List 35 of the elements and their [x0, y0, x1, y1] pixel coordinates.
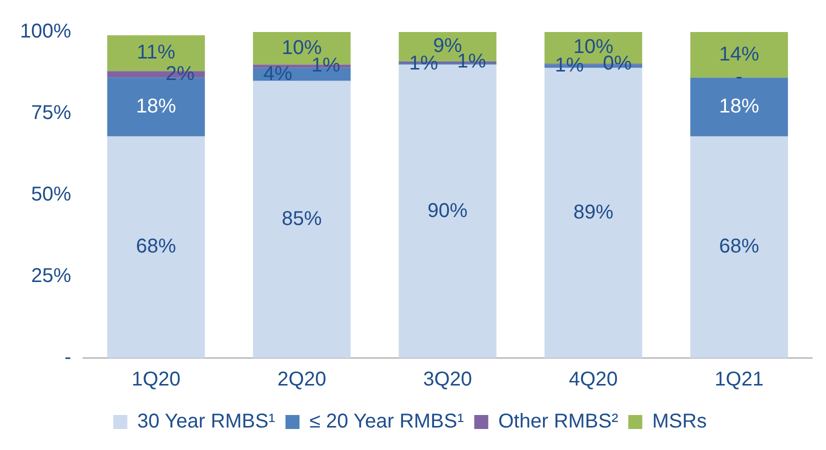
bar: [690, 78, 788, 136]
y-tick-label: 100%: [20, 20, 72, 43]
bar: [252, 80, 351, 358]
x-tick-label: 4Q20: [568, 368, 618, 391]
bar: [690, 136, 788, 358]
data-label: 1%: [409, 52, 438, 74]
data-label: 85%: [282, 208, 322, 230]
data-label: 0%: [602, 52, 632, 75]
data-label: -: [736, 66, 742, 88]
x-tick-label: 1Q21: [714, 368, 764, 391]
data-label: 14%: [719, 43, 760, 66]
x-tick-label: 2Q20: [277, 368, 326, 391]
data-label: 10%: [282, 36, 322, 59]
y-tick-label: 75%: [31, 102, 72, 124]
data-label: 11%: [136, 42, 176, 64]
y-tick-label: 50%: [31, 184, 72, 206]
y-tick-label: 25%: [31, 265, 72, 288]
y-tick-label: -: [64, 346, 72, 369]
legend-label: ≤ 20 Year RMBS¹: [310, 410, 464, 433]
data-label: 18%: [136, 95, 176, 118]
data-label: 1%: [554, 54, 584, 77]
data-label: 68%: [136, 236, 176, 258]
data-label: 4%: [263, 62, 292, 85]
data-label: 18%: [719, 95, 760, 118]
legend-label: 30 Year RMBS¹: [137, 410, 276, 433]
legend-label: MSRs: [652, 410, 707, 433]
x-tick-label: 3Q20: [423, 368, 472, 391]
bar: [690, 32, 788, 78]
legend-label: Other RMBS²: [498, 410, 619, 433]
data-label: 90%: [428, 200, 468, 222]
data-label: 89%: [573, 201, 614, 224]
bar: [107, 136, 205, 358]
x-tick-label: 1Q20: [132, 368, 181, 391]
data-label: 68%: [719, 236, 760, 258]
data-label: 1%: [457, 50, 486, 73]
